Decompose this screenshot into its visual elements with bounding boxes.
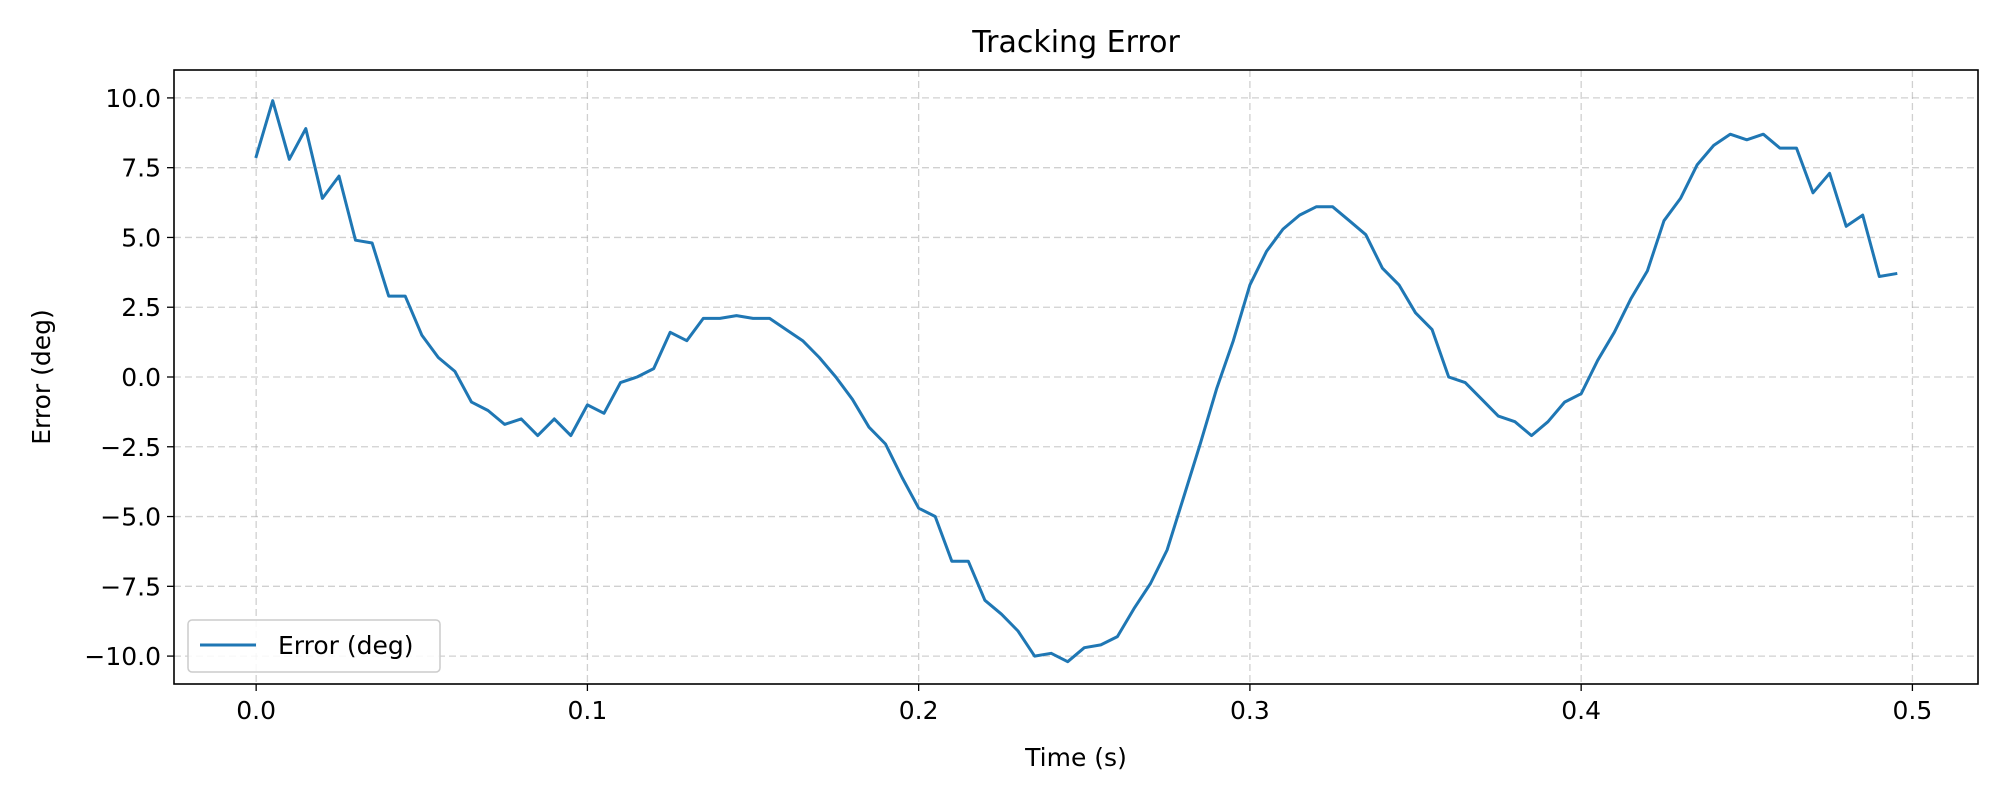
y-tick-label: 10.0: [105, 84, 161, 113]
y-tick-label: −7.5: [100, 572, 161, 601]
x-axis-label: Time (s): [1024, 743, 1127, 772]
series-layer: [254, 99, 1898, 664]
legend-label: Error (deg): [278, 631, 414, 660]
x-tick-label: 0.5: [1893, 696, 1933, 725]
y-tick-label: 2.5: [121, 293, 161, 322]
x-tick-label: 0.1: [568, 696, 608, 725]
y-tick-label: −2.5: [100, 433, 161, 462]
y-axis-ticks: 10.0 7.5 5.0 2.5 0.0 −2.5 −5.0 −7.5 −10.0: [84, 84, 174, 671]
x-tick-label: 0.4: [1561, 696, 1601, 725]
y-tick-label: −10.0: [84, 642, 161, 671]
legend: Error (deg): [187, 619, 441, 673]
x-tick-label: 0.2: [899, 696, 939, 725]
y-axis-label: Error (deg): [27, 309, 56, 445]
y-tick-label: −5.0: [100, 503, 161, 532]
y-tick-label: 5.0: [121, 223, 161, 252]
x-tick-label: 0.3: [1230, 696, 1270, 725]
chart-title: Tracking Error: [971, 25, 1180, 60]
x-axis-ticks: 0.0 0.1 0.2 0.3 0.4 0.5: [236, 684, 1932, 725]
y-tick-label: 0.0: [121, 363, 161, 392]
y-tick-label: 7.5: [121, 154, 161, 183]
legend-box: [187, 619, 441, 673]
grid: [174, 70, 1978, 684]
series-line: [254, 99, 1898, 664]
x-tick-label: 0.0: [236, 696, 276, 725]
